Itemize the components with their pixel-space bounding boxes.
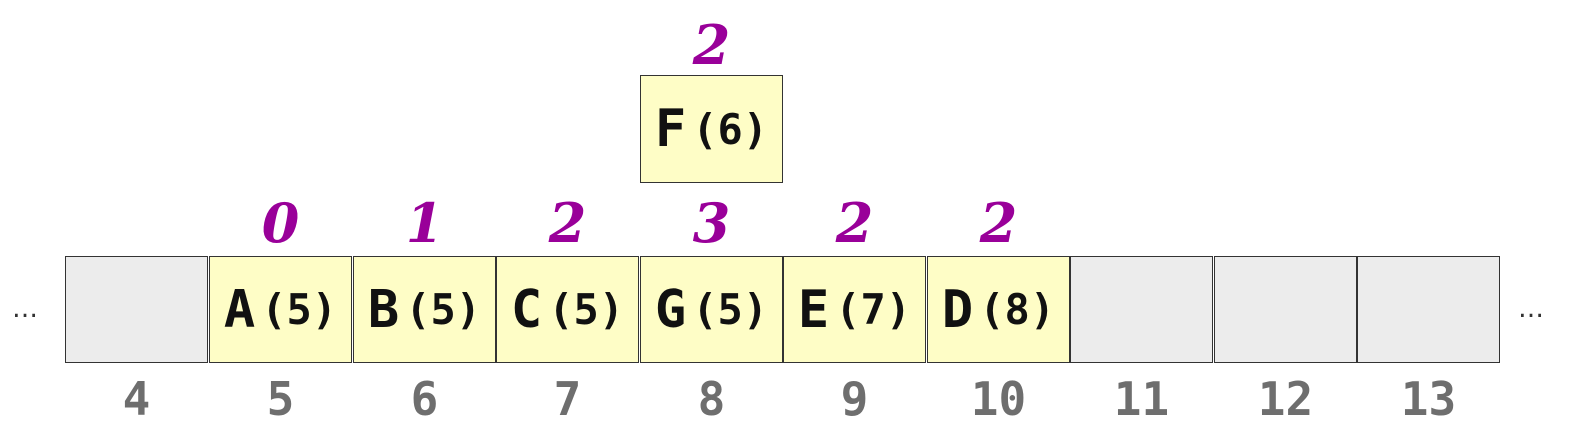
floating-priority: (6) [692, 104, 769, 154]
slot-distance: 0 [261, 191, 300, 255]
slot-priority: (5) [405, 285, 482, 334]
slot-priority: (5) [692, 285, 769, 334]
slot-priority: (5) [548, 285, 625, 334]
slot-key: C [510, 279, 543, 340]
slot-key: E [797, 279, 830, 340]
array-slot [1357, 256, 1500, 363]
floating-cell: F (6) [640, 75, 783, 183]
slot-index: 5 [266, 372, 295, 426]
slot-index: 11 [1113, 372, 1170, 426]
ellipsis-right: … [1518, 294, 1544, 324]
array-slot [1214, 256, 1357, 363]
slot-priority: (7) [835, 285, 912, 334]
ellipsis-left: … [12, 294, 38, 324]
slot-index: 8 [697, 372, 726, 426]
slot-index: 9 [840, 372, 869, 426]
slot-priority: (8) [979, 285, 1056, 334]
slot-distance: 2 [979, 191, 1018, 255]
array-slot: G (5) [640, 256, 783, 363]
array-slot: E (7) [783, 256, 926, 363]
array-slot [65, 256, 208, 363]
slot-index: 4 [122, 372, 151, 426]
slot-index: 10 [970, 372, 1027, 426]
floating-key: F [654, 99, 687, 159]
array-slot: C (5) [496, 256, 639, 363]
slot-index: 7 [553, 372, 582, 426]
array-slot: A (5) [209, 256, 352, 363]
slot-distance: 2 [548, 191, 587, 255]
array-slot: D (8) [927, 256, 1070, 363]
slot-index: 13 [1400, 372, 1457, 426]
array-slot [1070, 256, 1213, 363]
slot-key: B [367, 279, 400, 340]
slot-distance: 3 [692, 191, 731, 255]
slot-distance: 2 [835, 191, 874, 255]
slot-index: 12 [1257, 372, 1314, 426]
slot-key: D [941, 279, 974, 340]
slot-key: G [654, 279, 687, 340]
slot-key: A [223, 279, 256, 340]
floating-distance: 2 [692, 13, 731, 77]
array-slot: B (5) [353, 256, 496, 363]
slot-distance: 1 [405, 191, 444, 255]
slot-priority: (5) [261, 285, 338, 334]
slot-index: 6 [410, 372, 439, 426]
